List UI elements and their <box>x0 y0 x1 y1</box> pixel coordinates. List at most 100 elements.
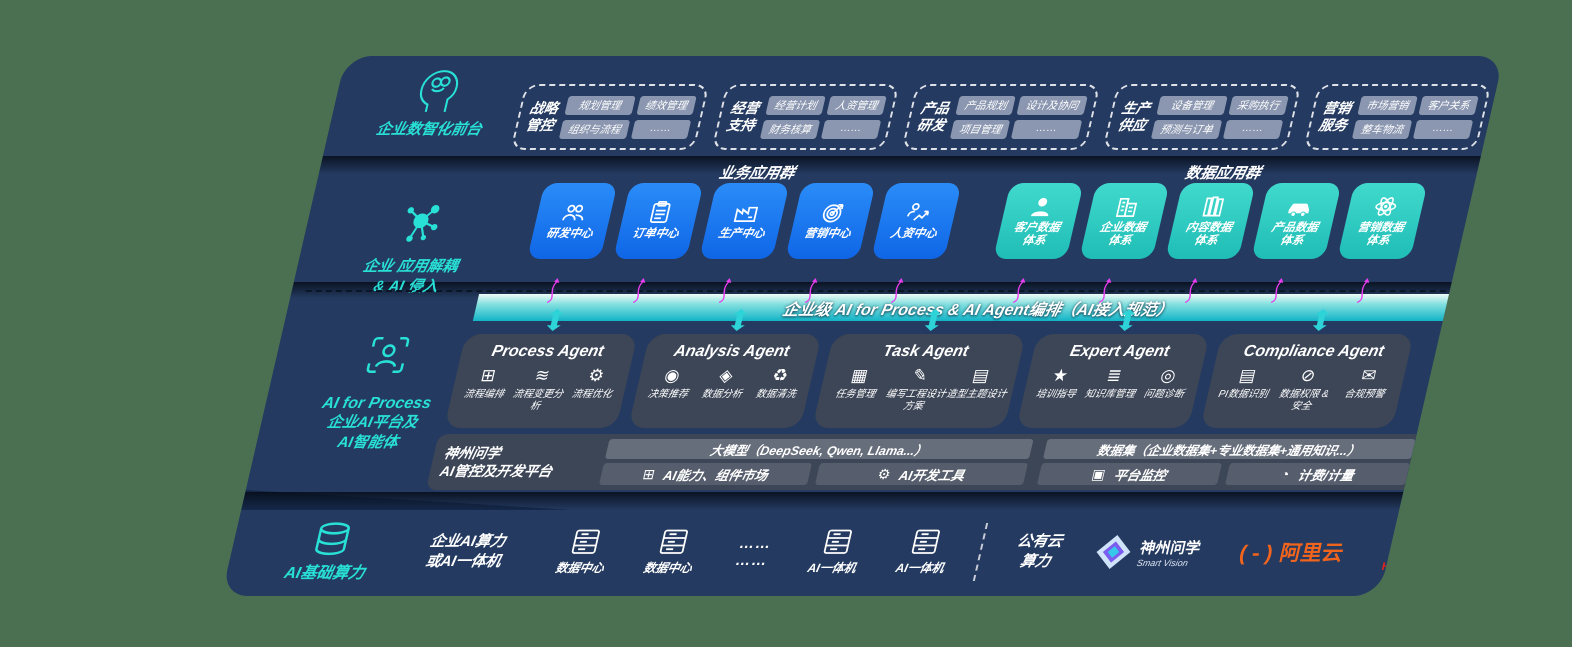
node-datacenter-2: 数据中心 <box>628 528 715 576</box>
node-ai-appliance-2: AI一体机 <box>880 528 967 576</box>
monitor-icon: ▣ <box>1090 465 1108 482</box>
pill: 财务核算 <box>759 119 821 139</box>
enterprise-compute-label: 企业AI算力 或AI一体机 <box>423 532 508 570</box>
app-layer-label-line2: & AI 侵入 <box>371 278 440 296</box>
dashed-divider <box>972 523 989 581</box>
customer-icon <box>1030 197 1049 216</box>
agent-compliance: Compliance Agent ▤ PI数据识别 ⊘ 数据权限 & 安全 ✉ 合规预… <box>1200 334 1414 428</box>
hr-chart-icon <box>906 203 929 222</box>
capability-icon: ≋ <box>532 366 552 385</box>
capability-icon: ≣ <box>1104 366 1124 385</box>
clipboard-icon <box>649 201 671 224</box>
capability-icon: ⚙ <box>586 366 607 385</box>
cell-ai-market: ⊞ AI能力、组件市场 <box>598 463 812 485</box>
magenta-flow-arrow <box>804 278 817 303</box>
agents-row: Process Agent ⊞ 流程编排 ≋ 流程变更分析 ⚙ 流程优化 Analys… <box>444 334 1414 428</box>
server-icon <box>659 529 688 554</box>
orchestration-bar: 企业级 AI for Process & AI Agent编排（AI接入规范） <box>472 294 1485 321</box>
magenta-flow-arrow <box>1184 278 1197 303</box>
agent-task: Task Agent ▦ 任务管理 ✎ 编写工程设计方案 ▤ 造型主题设计 <box>812 334 1026 428</box>
cell-billing: ◔ 计费/计量 <box>1224 463 1411 485</box>
front-office-row: 企业数智化前台 战略 管控 规划管理 绩效管理 组织与流程 …… 经营 支持 经营计… <box>336 60 1497 158</box>
pill: 设备管理 <box>1156 95 1228 115</box>
smartvision-name: 神州问学 <box>1138 539 1203 557</box>
front-office-label: 企业数智化前台 <box>374 121 484 138</box>
app-production-center: 生产中心 <box>699 183 790 303</box>
factory-icon <box>733 207 759 223</box>
app-enterprise-data: 企业数据 体系 <box>1079 183 1170 303</box>
capability-icon: ◎ <box>1158 366 1178 385</box>
huawei-name: HUAWEI <box>1380 561 1437 573</box>
magenta-flow-arrow <box>546 278 559 303</box>
molecule-icon <box>406 205 440 242</box>
pill: …… <box>1412 119 1474 139</box>
aliyun-name: 阿里云 <box>1277 542 1346 565</box>
pill: 整车物流 <box>1351 119 1413 139</box>
gauge-icon: ◔ <box>1279 466 1292 482</box>
app-customer-data: 客户数据 体系 <box>993 183 1084 303</box>
capability-icon: ◉ <box>662 366 682 385</box>
capability-icon: ★ <box>1050 366 1071 385</box>
aliyun-logo: (-) 阿里云 <box>1234 537 1347 567</box>
capability-icon: ⊞ <box>478 366 498 385</box>
ai-platform-label-block: AI for Process 企业AI平台及 AI智能体 <box>291 334 468 452</box>
smartvision-subtitle: Smart Vision <box>1135 557 1190 568</box>
capability-icon: ▤ <box>1237 366 1258 385</box>
capability-icon: ♻ <box>770 366 791 385</box>
magenta-flow-arrow <box>1356 278 1369 303</box>
head-brain-icon <box>419 70 459 112</box>
pill: …… <box>820 119 882 139</box>
platform-name: 神州问学 AI管控及开发平台 <box>438 444 555 479</box>
capability-icon: ⊘ <box>1298 366 1318 385</box>
server-icon <box>571 529 600 554</box>
pill: 规划管理 <box>564 95 636 115</box>
business-apps-group: 研发中心 订单中心 生产中心 营销中心 人资中心 <box>527 183 962 303</box>
database-icon <box>315 522 350 556</box>
infrastructure-row: AI基础算力 企业AI算力 或AI一体机 数据中心 数据中心 …… …… AI一体… <box>221 508 1436 596</box>
cell-dev-tools: ⚙ AI开发工具 <box>814 463 1028 485</box>
business-apps-title: 业务应用群 <box>717 165 797 182</box>
data-apps-title: 数据应用群 <box>1183 165 1263 182</box>
app-content-data: 内容数据 体系 <box>1165 183 1256 303</box>
models-column: 大模型（DeepSeek, Qwen, Llama...） ⊞ AI能力、组件市场… <box>598 439 1034 485</box>
huawei-flower-icon <box>1392 535 1433 558</box>
datasets-column: 数据集（企业数据集+专业数据集+通用知识...） ▣ 平台监控 ◔ 计费/计量 <box>1036 439 1416 485</box>
capability-icon: ✉ <box>1359 366 1379 385</box>
capability-icon: ▤ <box>970 366 992 385</box>
smartvision-diamond-icon <box>1096 535 1131 569</box>
pill: 经营计划 <box>765 95 826 115</box>
group-marketing: 营销 服务 市场营销 客户关系 整车物流 …… <box>1303 84 1492 150</box>
pill: 产品规划 <box>955 95 1017 115</box>
building-icon <box>1115 197 1138 217</box>
app-product-data: 产品数据 体系 <box>1251 183 1342 303</box>
pill: 绩效管理 <box>635 95 697 115</box>
magenta-flow-arrow <box>718 278 731 303</box>
agent-process: Process Agent ⊞ 流程编排 ≋ 流程变更分析 ⚙ 流程优化 <box>444 334 638 428</box>
magenta-flow-arrow <box>890 278 903 303</box>
architecture-panel: 企业数智化前台 战略 管控 规划管理 绩效管理 组织与流程 …… 经营 支持 经营计… <box>221 56 1504 596</box>
ellipsis-more-nodes: …… …… <box>733 535 774 569</box>
cell-monitor: ▣ 平台监控 <box>1036 463 1222 485</box>
group-strategy: 战略 管控 规划管理 绩效管理 组织与流程 …… <box>510 84 710 150</box>
app-layer-label-block: 企业 应用解耦 & AI 侵入 <box>314 204 514 298</box>
capability-icon: ✎ <box>910 366 930 385</box>
group-product: 产品 研发 产品规划 设计及协同 项目管理 …… <box>901 84 1101 150</box>
magenta-flow-arrow <box>1012 278 1025 303</box>
focus-person-icon <box>366 336 410 374</box>
pill: …… <box>630 119 691 139</box>
pill: 预测与订单 <box>1151 119 1222 139</box>
infra-label: AI基础算力 <box>282 565 367 582</box>
car-icon <box>1288 203 1310 217</box>
node-datacenter-1: 数据中心 <box>540 528 627 576</box>
ai-for-process-label: AI for Process <box>320 395 433 412</box>
server-icon <box>823 529 852 554</box>
pill: 设计及协同 <box>1016 95 1088 115</box>
app-layer-label-line1: 企业 应用解耦 <box>361 258 460 275</box>
public-cloud-label: 公有云 算力 <box>1015 532 1065 570</box>
pill: 客户关系 <box>1418 95 1479 115</box>
huawei-logo: HUAWEI <box>1380 531 1443 573</box>
magenta-flow-arrow <box>632 278 645 303</box>
target-icon <box>822 204 844 223</box>
devtools-icon: ⚙ <box>876 465 893 482</box>
atom-icon <box>1375 196 1397 216</box>
